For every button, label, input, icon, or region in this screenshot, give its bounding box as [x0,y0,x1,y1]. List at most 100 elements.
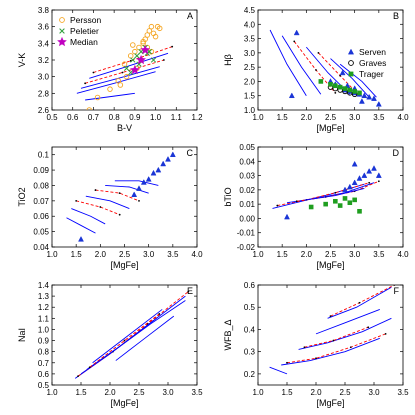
data-point [117,82,124,88]
data-point [94,94,101,101]
data-point [351,179,358,186]
x-tick-label: 1.0 [252,113,264,122]
y-tick-label: 1.5 [244,92,256,101]
legend-label: Graves [359,58,386,68]
x-tick-label: 1.5 [277,113,289,122]
y-tick-label: 2.0 [244,77,256,86]
model-track-line [339,63,377,98]
y-tick-label: 0.00 [239,214,255,223]
x-tick-label: 1.5 [277,250,289,259]
y-tick-label: 0.2 [244,370,256,379]
data-point [136,54,147,65]
y-tick-label: 1.2 [38,303,50,312]
track-point [349,346,352,349]
track-point [377,180,380,183]
y-axis-label: Hβ [223,54,233,66]
track-point [293,40,296,43]
track-point [94,189,97,191]
data-point [347,87,353,93]
legend-label: Peletier [70,26,99,36]
x-tick-label: 1.5 [71,250,83,259]
data-point [318,79,324,84]
plot-frame [257,146,404,248]
x-tick-label: 2.0 [301,113,313,122]
x-axis-label: B-V [117,123,132,133]
track-point [121,71,124,74]
plot-frame [51,146,198,248]
model-track-line [66,217,96,234]
x-tick-label: 3.5 [191,388,203,397]
panel-e: 1.0 1.5 2.0 2.5 3.0 3.5 0.5 0.6 0.7 0.8 0.9 1.0 1.1 1… [17,281,203,408]
model-track-line [85,195,130,209]
track-point [332,339,335,342]
x-tick-label: 3.5 [167,250,179,259]
y-axis-label: WFB_Δ [223,319,233,350]
track-point [303,346,306,349]
track-point [334,191,337,194]
model-track-line [114,180,159,186]
data-point [155,166,162,173]
y-axis-label: V-K [17,53,27,68]
y-tick-label: 2.8 [38,89,50,98]
data-point [140,179,147,185]
y-tick-label: 1.0 [244,106,256,115]
y-tick-label: 3.0 [38,73,50,82]
panel-letter: A [187,11,193,21]
track-point [286,361,288,364]
y-tick-label: 3.0 [244,49,256,58]
data-point [361,172,368,178]
panel-letter: C [187,148,194,158]
data-point [150,57,157,63]
data-point [127,53,134,59]
panel-letter: B [393,11,399,21]
data-point [333,83,338,89]
y-tick-label: 0.9 [38,337,50,346]
x-tick-label: 3.5 [373,113,385,122]
model-track-line [306,187,365,201]
y-tick-label: 1.0 [38,325,50,334]
x-tick-label: 1.0 [252,388,264,397]
legend-marker [347,48,355,55]
track-point [187,290,190,293]
data-point [148,23,155,30]
track-point [368,181,371,184]
model-track-line [89,52,169,79]
y-tick-label: -0.01 [237,229,256,238]
x-tick-label: 3.5 [397,388,409,397]
x-tick-label: 2.0 [104,388,116,397]
x-tick-label: 0.6 [67,113,79,122]
y-axis-label: bTiO [223,187,233,206]
track-point [162,59,165,61]
model-track-line [327,286,392,319]
x-tick-label: 3.0 [143,250,155,259]
track-point [315,69,317,71]
x-tick-label: 1.0 [252,250,264,259]
y-tick-label: 4.0 [244,20,256,29]
data-point [145,176,152,182]
model-track-line [281,35,322,95]
model-track-line [86,317,157,370]
model-track-line [286,182,375,204]
x-tick-label: 3.0 [349,113,361,122]
model-track-line [85,59,164,84]
track-point [334,91,337,94]
x-tick-label: 1.1 [171,113,183,122]
y-tick-label: 0.8 [38,348,50,357]
data-point [308,204,314,210]
model-track-line [298,317,392,350]
model-track-line [305,46,351,95]
x-tick-label: 0.5 [46,113,58,122]
panel-f: 1.0 1.5 2.0 2.5 3.0 3.5 0.2 0.3 0.4 0.5 0.6 [MgFe] W… [223,281,409,408]
x-tick-label: 4.0 [191,250,203,259]
track-point [118,213,121,216]
data-point [366,167,373,174]
y-tick-label: 0.06 [33,212,49,221]
model-track-line [76,71,156,94]
data-point [160,160,167,167]
data-point [366,93,373,100]
legend-marker [59,17,65,23]
y-tick-label: 3.2 [38,56,50,65]
data-point [288,92,295,99]
track-point [171,45,174,48]
y-tick-label: 0.09 [33,166,49,175]
